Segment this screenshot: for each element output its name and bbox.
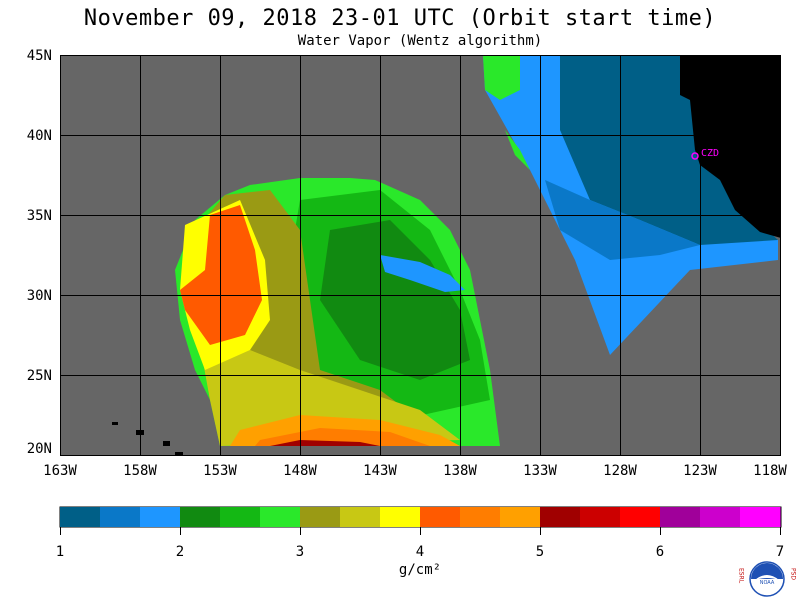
colorbar-swatch (620, 507, 661, 527)
colorbar-swatch (740, 507, 781, 527)
lon-label-128w: 128W (603, 463, 637, 479)
colorbar-swatch (540, 507, 581, 527)
colorbar-swatch (420, 507, 461, 527)
colorbar-units: g/cm² (398, 562, 442, 578)
colorbar-swatches (60, 507, 781, 527)
page-title: November 09, 2018 23-01 UTC (Orbit start… (83, 6, 717, 31)
colorbar-label-6: 6 (655, 544, 665, 560)
lon-label-138w: 138W (443, 463, 477, 479)
lon-label-158w: 158W (123, 463, 157, 479)
colorbar-swatch (580, 507, 621, 527)
lon-label-123w: 123W (683, 463, 717, 479)
station-label: CZD (701, 148, 719, 159)
lon-label-143w: 143W (363, 463, 397, 479)
land-mass (680, 56, 781, 238)
island-4 (175, 452, 183, 456)
swath-east-dark (560, 56, 778, 245)
station-marker (691, 152, 699, 160)
island-1 (112, 422, 118, 425)
colorbar-swatch (60, 507, 101, 527)
lat-label-30: 30N (26, 288, 52, 304)
colorbar-swatch (260, 507, 301, 527)
colorbar-label-5: 5 (535, 544, 545, 560)
lat-label-45: 45N (26, 48, 52, 64)
lat-label-40: 40N (26, 128, 52, 144)
lat-label-35: 35N (26, 208, 52, 224)
colorbar-label-7: 7 (775, 544, 785, 560)
colorbar-swatch (460, 507, 501, 527)
colorbar-label-1: 1 (55, 544, 65, 560)
colorbar-swatch (340, 507, 381, 527)
island-3 (163, 441, 170, 446)
swath-west-lightolive (200, 345, 460, 446)
colorbar-swatch (180, 507, 221, 527)
lat-label-20: 20N (26, 441, 52, 457)
page-subtitle: Water Vapor (Wentz algorithm) (297, 33, 543, 49)
colorbar-label-3: 3 (295, 544, 305, 560)
noaa-logo-letters: NOAA (760, 580, 775, 586)
noaa-logo-top (751, 563, 783, 579)
lat-lon-grid (60, 55, 781, 456)
colorbar-swatch (660, 507, 701, 527)
lon-label-153w: 153W (203, 463, 237, 479)
colorbar-swatch (500, 507, 541, 527)
colorbar-swatch (700, 507, 741, 527)
colorbar-label-4: 4 (415, 544, 425, 560)
lon-label-118w: 118W (753, 463, 787, 479)
logo-right-letters: PSD (790, 568, 797, 580)
lon-label-163w: 163W (43, 463, 77, 479)
swath-west-darkgreen (320, 220, 470, 380)
colorbar-swatch (100, 507, 141, 527)
lon-label-148w: 148W (283, 463, 317, 479)
colorbar-swatch (300, 507, 341, 527)
colorbar-ticks (60, 527, 781, 535)
swath-east-green-2 (505, 130, 540, 190)
noaa-esrl-psd-logo: NOAA ESRL PSD (738, 561, 797, 597)
colorbar-swatch (380, 507, 421, 527)
colorbar-swatch (140, 507, 181, 527)
noaa-logo-bird (755, 575, 779, 580)
logo-left-letters: ESRL (738, 568, 745, 584)
swath-east-mid (545, 180, 700, 260)
swath-east-green (483, 56, 520, 100)
lon-label-133w: 133W (523, 463, 557, 479)
colorbar-label-2: 2 (175, 544, 185, 560)
water-vapor-blue-band (380, 255, 465, 292)
colorbar-swatch (220, 507, 261, 527)
lat-label-25: 25N (26, 368, 52, 384)
swath-south-darkred (270, 440, 380, 446)
